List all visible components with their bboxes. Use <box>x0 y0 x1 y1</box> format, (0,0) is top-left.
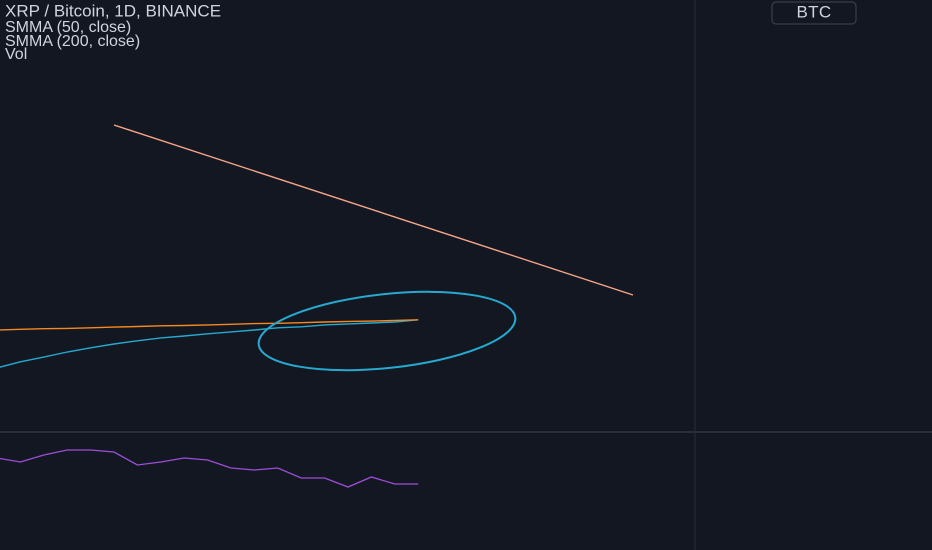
legend-entry: SMMA (200, close) <box>5 33 140 50</box>
ellipse-drawing <box>257 290 517 372</box>
overlays <box>0 319 419 368</box>
smma-line <box>0 319 419 368</box>
chart-title: XRP / Bitcoin, 1D, BINANCE <box>5 1 221 20</box>
smma-line <box>0 319 419 331</box>
legend: XRP / Bitcoin, 1D, BINANCE SMMA (50, clo… <box>5 1 221 63</box>
badge-text[interactable]: BTC <box>797 2 832 21</box>
rsi-line <box>0 449 419 488</box>
currency-badge[interactable]: BTC <box>771 1 857 25</box>
trend-line <box>113 124 634 296</box>
badge-box[interactable] <box>771 1 857 25</box>
legend-entry: SMMA (50, close) <box>5 19 131 36</box>
legend-entry: Vol <box>5 46 27 63</box>
rsi-pane <box>0 449 419 488</box>
